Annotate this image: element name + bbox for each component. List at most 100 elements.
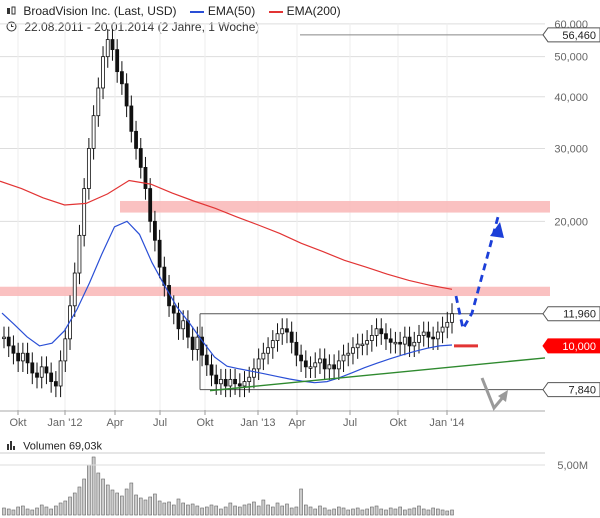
volume-bar <box>289 507 294 516</box>
price-candle <box>252 368 256 378</box>
volume-bar <box>313 508 318 516</box>
volume-bar <box>148 496 152 516</box>
volume-bar <box>341 507 346 516</box>
price-candle <box>398 341 403 345</box>
volume-bar <box>82 478 86 516</box>
price-tag <box>542 338 600 354</box>
price-candle <box>374 328 379 336</box>
price-candle <box>346 352 351 356</box>
volume-bar <box>204 506 209 516</box>
price-candle <box>384 333 388 340</box>
volume-bar <box>138 497 143 516</box>
volume-bar <box>195 505 200 516</box>
volume-bar <box>223 506 228 516</box>
price-candle <box>176 312 181 330</box>
volume-bar <box>54 505 58 516</box>
volume-bar <box>115 492 119 516</box>
price-candle <box>270 340 275 349</box>
resistance-band <box>120 200 550 213</box>
volume-bar <box>228 502 233 516</box>
volume-bar <box>72 492 77 516</box>
y-tick-label: 20,000 <box>554 216 588 228</box>
price-candle <box>341 354 346 362</box>
volume-bar <box>327 509 332 516</box>
ema50-line <box>1 220 453 384</box>
volume-bar <box>153 493 157 516</box>
price-candle <box>308 366 313 369</box>
price-candle <box>426 331 431 338</box>
instrument-title: BroadVision Inc. (Last, USD) <box>23 4 177 18</box>
price-candle <box>336 360 341 370</box>
dashed-arrow-head <box>490 222 504 238</box>
price-candle <box>289 331 294 343</box>
volume-bar <box>351 508 355 516</box>
volume-bar <box>247 503 252 516</box>
price-candle <box>190 336 195 350</box>
volume-bar <box>39 504 44 516</box>
price-candle <box>266 347 270 354</box>
volume-bar <box>25 508 30 516</box>
volume-bar <box>360 509 365 516</box>
volume-bar <box>370 506 374 516</box>
clock-icon <box>6 21 17 35</box>
price-tag <box>542 382 600 398</box>
price-candle <box>440 326 445 333</box>
volume-bar <box>275 502 280 516</box>
price-candle <box>369 335 374 341</box>
price-candle <box>214 374 219 385</box>
price-candle <box>322 358 327 370</box>
price-candle <box>294 341 299 356</box>
volume-bar <box>101 478 105 516</box>
volume-bar <box>412 507 417 516</box>
volume-bar <box>421 508 426 516</box>
volume-bar <box>403 509 407 516</box>
price-tag-label: 10,000 <box>562 341 596 353</box>
price-candle <box>327 364 332 370</box>
price-candle <box>313 362 318 368</box>
price-tag <box>542 27 600 43</box>
price-tag <box>542 306 600 322</box>
volume-bar <box>129 482 134 516</box>
price-candle <box>233 378 237 385</box>
volume-bar <box>200 507 204 516</box>
volume-bar <box>355 507 360 516</box>
volume-bar <box>436 508 440 516</box>
dashed-arrow-path <box>454 216 500 333</box>
volume-bar <box>450 509 454 516</box>
price-candle <box>219 378 223 385</box>
volume-bar <box>374 505 379 516</box>
price-candle <box>275 333 280 341</box>
volume-bar <box>181 502 185 516</box>
price-candle <box>171 305 176 314</box>
price-candle <box>20 352 25 362</box>
volume-bar <box>440 509 445 516</box>
price-candle <box>110 39 115 51</box>
price-candle <box>299 354 303 362</box>
volume-bar <box>299 488 303 516</box>
price-candle <box>417 335 421 343</box>
y-tick-label: 30,000 <box>554 143 588 155</box>
volume-bar <box>96 472 101 516</box>
y-tick-label: 40,000 <box>554 92 588 104</box>
price-candle <box>35 372 39 378</box>
volume-bar <box>346 509 351 516</box>
price-candle <box>115 49 120 73</box>
volume-label: Volumen <box>23 440 66 453</box>
volume-bar <box>134 494 138 516</box>
volume-bar <box>252 501 256 516</box>
volume-bar <box>256 505 261 516</box>
ema50-legend-label: EMA(50) <box>207 4 256 18</box>
price-candle <box>72 272 77 307</box>
price-candle <box>11 345 16 354</box>
volume-bar <box>209 504 214 516</box>
ema200-legend-label: EMA(200) <box>286 4 341 18</box>
volume-bar <box>280 505 285 516</box>
grey-arrow-path <box>480 377 506 411</box>
price-candle <box>96 87 101 117</box>
x-tick-label: Apr <box>288 417 305 429</box>
volume-bar <box>120 495 124 516</box>
volume-bar <box>398 506 402 516</box>
price-candle <box>58 360 63 387</box>
price-candle <box>91 115 96 149</box>
